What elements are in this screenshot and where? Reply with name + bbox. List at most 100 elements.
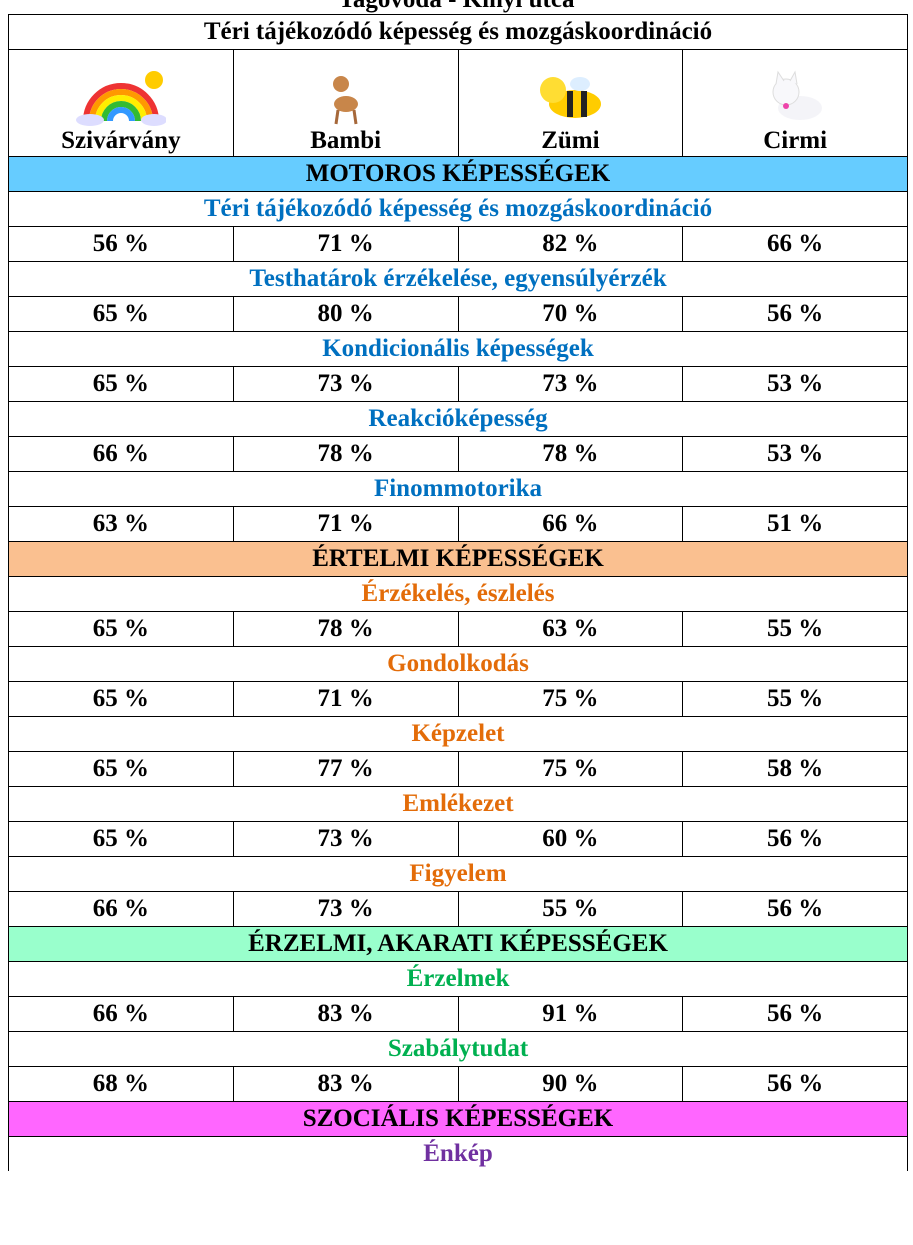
subsection-row: Testhatárok érzékelése, egyensúlyérzék: [8, 261, 908, 297]
value-cell: 71 %: [232, 506, 459, 542]
value-cell: 55 %: [457, 891, 684, 927]
subsection-row: Képzelet: [8, 716, 908, 752]
value-cell: 78 %: [232, 611, 459, 647]
value-row: 65 % 73 % 60 % 56 %: [8, 821, 908, 857]
value-cell: 65 %: [8, 366, 234, 402]
value-row: 65 % 78 % 63 % 55 %: [8, 611, 908, 647]
bambi-icon: [332, 76, 358, 125]
subsection-row: Téri tájékozódó képesség és mozgáskoordi…: [8, 191, 908, 227]
rainbow-icon: [75, 71, 166, 126]
subsection-title: Reakcióképesség: [8, 401, 908, 437]
table-title: Téri tájékozódó képesség és mozgáskoordi…: [8, 14, 908, 50]
value-cell: 65 %: [8, 821, 234, 857]
value-cell: 70 %: [457, 296, 684, 332]
value-cell: 65 %: [8, 296, 234, 332]
value-cell: 53 %: [682, 366, 908, 402]
value-cell: 56 %: [682, 296, 908, 332]
subsection-title: Énkép: [8, 1136, 908, 1171]
subsection-title: Téri tájékozódó képesség és mozgáskoordi…: [8, 191, 908, 227]
value-cell: 56 %: [682, 891, 908, 927]
value-row: 68 % 83 % 90 % 56 %: [8, 1066, 908, 1102]
bee-icon: [540, 77, 602, 118]
value-cell: 78 %: [232, 436, 459, 472]
group-name: Bambi: [310, 127, 382, 154]
group-name: Szivárvány: [61, 127, 181, 154]
value-cell: 71 %: [232, 226, 459, 262]
section-title: MOTOROS KÉPESSÉGEK: [8, 156, 908, 192]
section-title: SZOCIÁLIS KÉPESSÉGEK: [8, 1101, 908, 1137]
subsection-title: Képzelet: [8, 716, 908, 752]
value-cell: 65 %: [8, 751, 234, 787]
value-cell: 63 %: [8, 506, 234, 542]
value-cell: 66 %: [8, 891, 234, 927]
value-row: 65 % 77 % 75 % 58 %: [8, 751, 908, 787]
subsection-title: Érzékelés, észlelés: [8, 576, 908, 612]
value-cell: 56 %: [8, 226, 234, 262]
value-row: 66 % 83 % 91 % 56 %: [8, 996, 908, 1032]
subsection-title: Kondicionális képességek: [8, 331, 908, 367]
value-cell: 66 %: [8, 436, 234, 472]
value-cell: 68 %: [8, 1066, 234, 1102]
value-cell: 78 %: [457, 436, 684, 472]
value-cell: 71 %: [232, 681, 459, 717]
value-cell: 55 %: [682, 681, 908, 717]
section-row: ÉRZELMI, AKARATI KÉPESSÉGEK: [8, 926, 908, 962]
value-cell: 73 %: [232, 366, 459, 402]
subsection-title: Figyelem: [8, 856, 908, 892]
value-cell: 56 %: [682, 1066, 908, 1102]
subsection-row: Szabálytudat: [8, 1031, 908, 1067]
value-cell: 66 %: [8, 996, 234, 1032]
value-cell: 63 %: [457, 611, 684, 647]
subsection-title: Szabálytudat: [8, 1031, 908, 1067]
value-row: 63 % 71 % 66 % 51 %: [8, 506, 908, 542]
section-row: SZOCIÁLIS KÉPESSÉGEK: [8, 1101, 908, 1137]
value-cell: 90 %: [457, 1066, 684, 1102]
value-cell: 60 %: [457, 821, 684, 857]
value-cell: 73 %: [457, 366, 684, 402]
value-row: 66 % 73 % 55 % 56 %: [8, 891, 908, 927]
subsection-row: Érzelmek: [8, 961, 908, 997]
value-cell: 75 %: [457, 681, 684, 717]
value-cell: 65 %: [8, 611, 234, 647]
value-cell: 75 %: [457, 751, 684, 787]
subsection-title: Gondolkodás: [8, 646, 908, 682]
results-table: Téri tájékozódó képesség és mozgáskoordi…: [8, 14, 908, 1171]
group-name: Cirmi: [763, 127, 828, 154]
value-cell: 55 %: [682, 611, 908, 647]
value-row: 56 % 71 % 82 % 66 %: [8, 226, 908, 262]
subsection-row: Énkép: [8, 1136, 908, 1171]
value-cell: 51 %: [682, 506, 908, 542]
value-cell: 73 %: [232, 821, 459, 857]
group-cell: Bambi: [232, 49, 459, 157]
subsection-title: Finommotorika: [8, 471, 908, 507]
value-cell: 66 %: [457, 506, 684, 542]
value-cell: 56 %: [682, 821, 908, 857]
subsection-row: Finommotorika: [8, 471, 908, 507]
subsection-title: Érzelmek: [8, 961, 908, 997]
section-title: ÉRZELMI, AKARATI KÉPESSÉGEK: [8, 926, 908, 962]
value-cell: 73 %: [232, 891, 459, 927]
page-title: Tagóvoda - Kinyi utca: [0, 0, 913, 14]
section-title: ÉRTELMI KÉPESSÉGEK: [8, 541, 908, 577]
value-cell: 83 %: [232, 1066, 459, 1102]
subsection-row: Emlékezet: [8, 786, 908, 822]
subsection-row: Gondolkodás: [8, 646, 908, 682]
value-cell: 77 %: [232, 751, 459, 787]
subsection-row: Érzékelés, észlelés: [8, 576, 908, 612]
value-cell: 56 %: [682, 996, 908, 1032]
group-cell: Szivárvány: [8, 49, 234, 157]
group-cell: Cirmi: [682, 49, 908, 157]
value-cell: 58 %: [682, 751, 908, 787]
cat-icon: [772, 70, 823, 120]
value-row: 66 % 78 % 78 % 53 %: [8, 436, 908, 472]
group-cell: Zümi: [457, 49, 684, 157]
value-cell: 53 %: [682, 436, 908, 472]
group-name: Zümi: [541, 127, 600, 154]
value-cell: 80 %: [232, 296, 459, 332]
value-row: 65 % 71 % 75 % 55 %: [8, 681, 908, 717]
group-row: Szivárvány Bambi Zümi Cirmi: [8, 49, 908, 157]
value-cell: 91 %: [457, 996, 684, 1032]
table-title-row: Téri tájékozódó képesség és mozgáskoordi…: [8, 14, 908, 50]
value-cell: 65 %: [8, 681, 234, 717]
